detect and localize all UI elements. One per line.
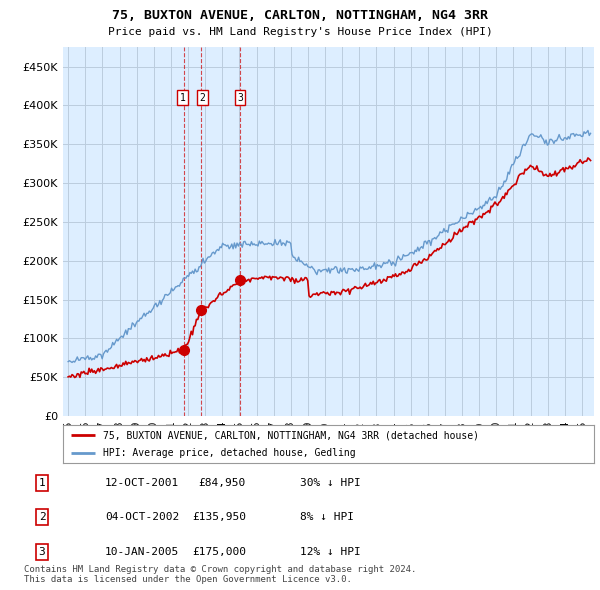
Text: HPI: Average price, detached house, Gedling: HPI: Average price, detached house, Gedl…: [103, 448, 355, 458]
Text: 2: 2: [38, 512, 46, 522]
Text: 75, BUXTON AVENUE, CARLTON, NOTTINGHAM, NG4 3RR (detached house): 75, BUXTON AVENUE, CARLTON, NOTTINGHAM, …: [103, 430, 479, 440]
Text: 2: 2: [200, 93, 206, 103]
Text: 12-OCT-2001: 12-OCT-2001: [105, 478, 179, 487]
Text: £175,000: £175,000: [192, 547, 246, 556]
Text: 1: 1: [38, 478, 46, 487]
Text: 75, BUXTON AVENUE, CARLTON, NOTTINGHAM, NG4 3RR: 75, BUXTON AVENUE, CARLTON, NOTTINGHAM, …: [112, 9, 488, 22]
Text: 8% ↓ HPI: 8% ↓ HPI: [300, 512, 354, 522]
Text: 12% ↓ HPI: 12% ↓ HPI: [300, 547, 361, 556]
Text: 3: 3: [38, 547, 46, 556]
Text: 04-OCT-2002: 04-OCT-2002: [105, 512, 179, 522]
Text: 10-JAN-2005: 10-JAN-2005: [105, 547, 179, 556]
Text: 3: 3: [237, 93, 243, 103]
Text: £135,950: £135,950: [192, 512, 246, 522]
Text: 1: 1: [179, 93, 185, 103]
Text: 30% ↓ HPI: 30% ↓ HPI: [300, 478, 361, 487]
Text: Contains HM Land Registry data © Crown copyright and database right 2024.
This d: Contains HM Land Registry data © Crown c…: [24, 565, 416, 584]
Text: £84,950: £84,950: [199, 478, 246, 487]
Text: Price paid vs. HM Land Registry's House Price Index (HPI): Price paid vs. HM Land Registry's House …: [107, 27, 493, 37]
